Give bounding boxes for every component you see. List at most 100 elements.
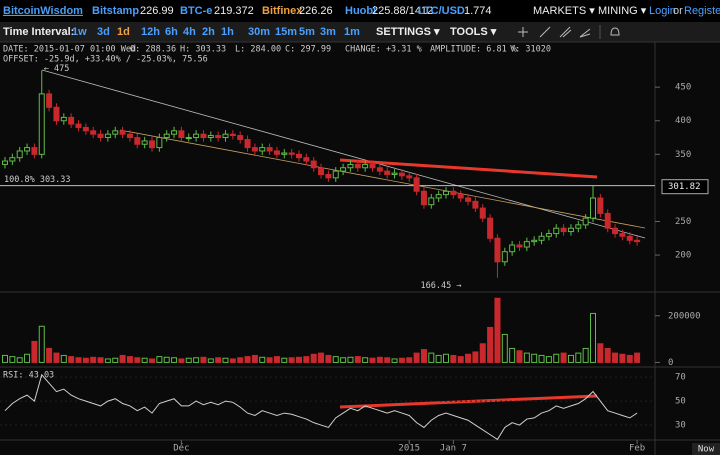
login[interactable]: Login bbox=[649, 5, 676, 17]
x-tick-label: 2015 bbox=[398, 444, 420, 454]
top-bar bbox=[0, 0, 720, 22]
candle-body bbox=[612, 227, 619, 235]
volume-bar bbox=[134, 357, 141, 363]
interval[interactable]: 6h bbox=[165, 26, 178, 38]
candle-body bbox=[626, 235, 633, 241]
volume-bar bbox=[369, 357, 376, 363]
x-tick-label: Feb bbox=[629, 444, 645, 454]
volume-bar bbox=[68, 356, 75, 363]
candle-body bbox=[303, 157, 310, 162]
now-button[interactable]: Now bbox=[698, 445, 715, 455]
volume-bar bbox=[325, 354, 332, 363]
interval[interactable]: 30m bbox=[248, 26, 270, 38]
or: or bbox=[673, 5, 683, 17]
volume-bar bbox=[553, 353, 560, 363]
volume-bar bbox=[428, 352, 435, 363]
candle-body bbox=[597, 197, 604, 214]
candle-body bbox=[369, 163, 376, 169]
annotation: ← 475 bbox=[44, 64, 70, 74]
info-offset: OFFSET: -25.9d, +33.40% / -25.03%, 75.56 bbox=[3, 55, 208, 65]
info-field: DATE: 2015-01-07 01:00 Wed bbox=[3, 45, 136, 55]
y-tick-label: 250 bbox=[675, 217, 691, 227]
info-field: H: 303.33 bbox=[180, 45, 226, 55]
price-line-label: 100.8% 303.33 bbox=[4, 175, 71, 185]
candle-body bbox=[428, 197, 435, 206]
ticker-name[interactable]: Bitfinex bbox=[262, 5, 303, 17]
info-field: C: 297.99 bbox=[285, 45, 331, 55]
interval[interactable]: 1h bbox=[221, 26, 234, 38]
interval[interactable]: 12h bbox=[141, 26, 160, 38]
volume-bar bbox=[38, 325, 45, 363]
volume-bar bbox=[141, 357, 148, 363]
interval[interactable]: 2h bbox=[202, 26, 215, 38]
candle-body bbox=[119, 130, 126, 135]
ticker-name[interactable]: BTC-e bbox=[180, 5, 212, 17]
ticker-price: 226.99 bbox=[140, 5, 174, 17]
candle-body bbox=[443, 190, 449, 196]
candle-body bbox=[560, 227, 567, 233]
settings[interactable]: SETTINGS ▾ bbox=[376, 26, 440, 38]
volume-bar bbox=[465, 353, 472, 363]
y-tick-label: 50 bbox=[675, 397, 686, 407]
interval[interactable]: 4h bbox=[183, 26, 196, 38]
candle-body bbox=[215, 135, 222, 139]
volume-bar bbox=[384, 357, 391, 363]
candle-body bbox=[545, 233, 552, 237]
x-tick-label: Déc bbox=[173, 443, 189, 454]
interval[interactable]: 1m bbox=[344, 26, 360, 38]
candle-body bbox=[112, 130, 119, 135]
candle-body bbox=[347, 163, 354, 169]
volume-bar bbox=[112, 357, 119, 363]
y-tick-label: 450 bbox=[675, 83, 691, 93]
ticker-name[interactable]: Huobi bbox=[345, 5, 376, 17]
volume-bar bbox=[501, 333, 508, 363]
interval[interactable]: 1w bbox=[72, 26, 87, 38]
volume-bar bbox=[487, 326, 494, 363]
candle-body bbox=[200, 133, 207, 139]
interval[interactable]: 15m bbox=[275, 26, 297, 38]
candle-body bbox=[53, 106, 60, 122]
menu[interactable]: MARKETS ▾ bbox=[533, 5, 595, 17]
candle-body bbox=[288, 152, 295, 155]
y-tick-label: 0 bbox=[668, 358, 673, 368]
interval[interactable]: 3d bbox=[97, 26, 110, 38]
candle-body bbox=[273, 150, 280, 155]
now-button-bg[interactable] bbox=[692, 443, 720, 455]
ticker-price: 226.26 bbox=[299, 5, 333, 17]
interval[interactable]: 5m bbox=[299, 26, 315, 38]
y-tick-label: 200000 bbox=[668, 311, 701, 321]
candle-body bbox=[457, 194, 464, 199]
candle-body bbox=[222, 133, 229, 139]
volume-bar bbox=[472, 351, 479, 363]
volume-bar bbox=[31, 340, 38, 363]
candle-body bbox=[90, 130, 97, 135]
volume-bar bbox=[494, 297, 501, 363]
volume-bar bbox=[575, 352, 582, 363]
logo[interactable]: BitcoinWisdom bbox=[3, 5, 83, 17]
candle-body bbox=[259, 147, 266, 152]
menu[interactable]: MINING ▾ bbox=[598, 5, 647, 17]
volume-bar bbox=[560, 352, 567, 363]
rsi-label: RSI: 43.03 bbox=[3, 371, 54, 381]
volume-bar bbox=[634, 352, 641, 363]
volume-bar bbox=[244, 356, 251, 363]
ticker-name[interactable]: LTC/USD bbox=[418, 5, 465, 17]
candle-body bbox=[582, 217, 589, 226]
candle-body bbox=[2, 160, 8, 165]
volume-bar bbox=[207, 358, 214, 363]
interval[interactable]: 1d bbox=[117, 26, 130, 38]
volume-bar bbox=[582, 347, 589, 363]
candle-body bbox=[68, 116, 75, 125]
candle-body bbox=[24, 147, 31, 152]
ticker-name[interactable]: Bitstamp bbox=[92, 5, 139, 17]
candle-body bbox=[619, 233, 626, 237]
tools[interactable]: TOOLS ▾ bbox=[450, 26, 497, 38]
candle-body bbox=[178, 130, 185, 139]
candle-body bbox=[413, 177, 420, 192]
ticker-price: 219.372 bbox=[214, 5, 254, 17]
volume-bar bbox=[590, 312, 596, 363]
register[interactable]: Register bbox=[684, 5, 720, 17]
interval[interactable]: 3m bbox=[320, 26, 336, 38]
info-field: CHANGE: +3.31 % bbox=[345, 45, 422, 55]
